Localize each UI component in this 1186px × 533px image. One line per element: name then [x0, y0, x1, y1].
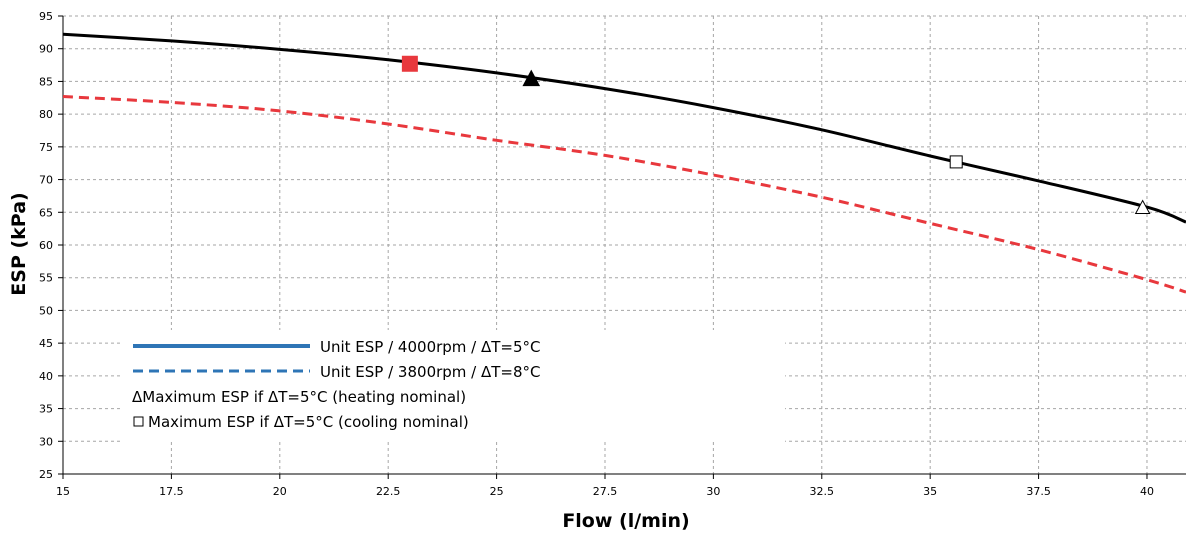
y-tick-label: 60 — [39, 239, 53, 252]
legend-label-3: ΔMaximum ESP if ΔT=5°C (heating nominal) — [132, 388, 466, 406]
y-tick-label: 70 — [39, 174, 53, 187]
x-tick-label: 27.5 — [593, 485, 618, 498]
marker-square-4 — [401, 55, 418, 72]
legend-label-4: Maximum ESP if ΔT=5°C (cooling nominal) — [148, 413, 469, 431]
y-tick-label: 85 — [39, 75, 53, 88]
legend-symbol-square — [133, 416, 144, 427]
y-tick-label: 95 — [39, 10, 53, 23]
y-tick-label: 55 — [39, 272, 53, 285]
marker-triangle-3 — [522, 69, 541, 87]
legend: Unit ESP / 4000rpm / ΔT=5°C Unit ESP / 38… — [120, 330, 785, 442]
y-tick-label: 25 — [39, 468, 53, 481]
legend-label-2: Unit ESP / 3800rpm / ΔT=8°C — [320, 363, 541, 381]
series-layer — [62, 32, 1186, 294]
y-tick-label: 90 — [39, 43, 53, 56]
y-tick-label: 40 — [39, 370, 53, 383]
y-tick-label: 75 — [39, 141, 53, 154]
x-tick-label: 22.5 — [376, 485, 401, 498]
tick-labels: 25 30 35 40 45 50 55 60 65 70 75 80 85 90 95 15 17.5 20 22… — [39, 10, 1154, 498]
legend-label-1: Unit ESP / 4000rpm / ΔT=5°C — [320, 338, 541, 356]
x-tick-label: 20 — [273, 485, 287, 498]
series-line-1 — [62, 32, 1186, 224]
x-tick-label: 30 — [706, 485, 720, 498]
y-tick-label: 80 — [39, 108, 53, 121]
marker-square-2 — [949, 155, 963, 169]
x-tick-label: 25 — [490, 485, 504, 498]
y-tick-label: 45 — [39, 337, 53, 350]
x-tick-label: 37.5 — [1026, 485, 1051, 498]
y-tick-label: 50 — [39, 304, 53, 317]
x-tick-label: 17.5 — [159, 485, 184, 498]
x-tick-label: 32.5 — [810, 485, 835, 498]
marker-triangle-1 — [1134, 199, 1151, 215]
y-tick-label: 35 — [39, 403, 53, 416]
y-tick-label: 65 — [39, 206, 53, 219]
legend-background — [120, 330, 785, 442]
y-tick-label: 30 — [39, 435, 53, 448]
x-tick-label: 15 — [56, 485, 70, 498]
series-line-2 — [62, 95, 1186, 294]
x-axis-title: Flow (l/min) — [562, 510, 689, 532]
y-axis-title: ESP (kPa) — [8, 192, 30, 295]
x-tick-label: 40 — [1140, 485, 1154, 498]
x-tick-label: 35 — [923, 485, 937, 498]
